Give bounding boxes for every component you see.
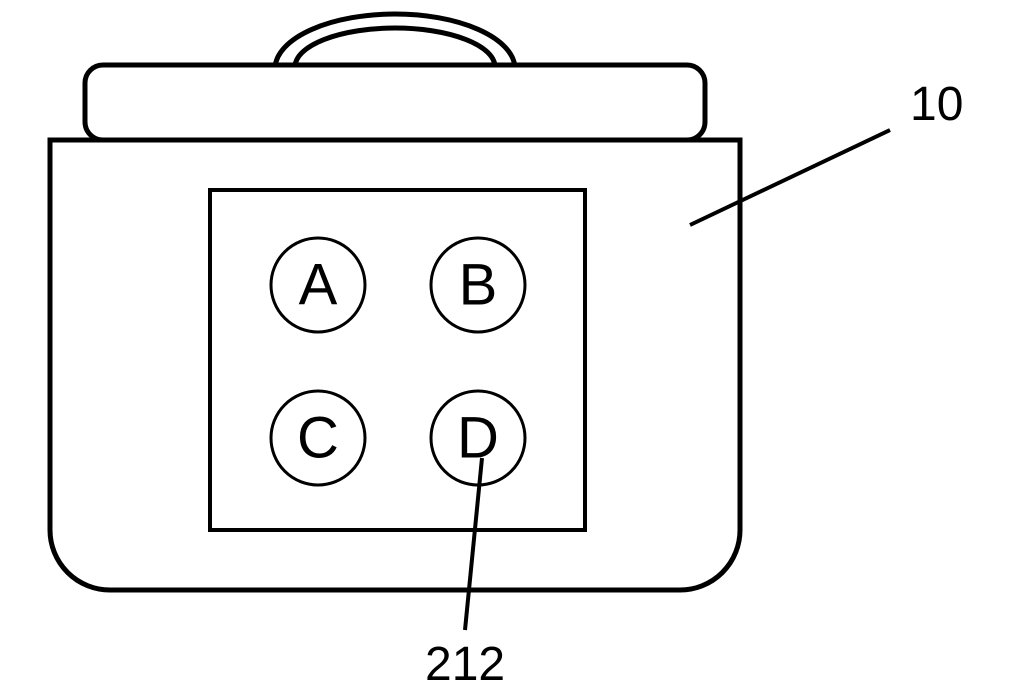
button-d[interactable]: D xyxy=(431,391,525,485)
button-d-label: D xyxy=(457,406,499,471)
callout-label-212: 212 xyxy=(425,638,505,691)
appliance-body xyxy=(50,140,740,590)
button-a[interactable]: A xyxy=(271,238,365,332)
button-c[interactable]: C xyxy=(271,391,365,485)
appliance-lid xyxy=(85,65,705,140)
appliance-handle xyxy=(275,14,515,67)
button-a-label: A xyxy=(299,253,338,318)
button-c-label: C xyxy=(297,406,339,471)
callout-label-10: 10 xyxy=(910,78,963,131)
button-b[interactable]: B xyxy=(431,238,525,332)
button-b-label: B xyxy=(459,253,498,318)
